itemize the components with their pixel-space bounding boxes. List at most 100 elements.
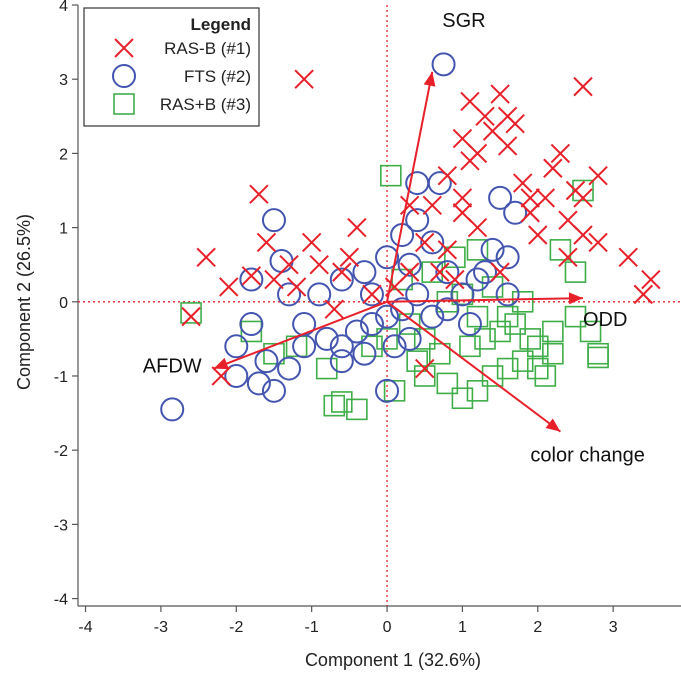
data-point <box>579 320 602 343</box>
loading-arrow-head <box>545 418 561 432</box>
legend-entry: RAS-B (#1) <box>114 38 251 58</box>
data-point <box>329 267 354 292</box>
data-point <box>375 304 400 329</box>
y-tick-label: 0 <box>59 295 68 312</box>
legend-entry: FTS (#2) <box>112 64 251 88</box>
data-point <box>375 378 400 403</box>
legend-entry: RAS+B (#3) <box>113 93 251 115</box>
loading-arrow-head <box>423 71 436 87</box>
data-point <box>224 363 249 388</box>
data-point <box>435 297 460 322</box>
data-point <box>397 252 422 277</box>
x-tick-label: -4 <box>78 619 92 636</box>
data-point <box>573 188 593 208</box>
y-tick-label: 3 <box>59 72 68 89</box>
data-point <box>452 188 473 208</box>
data-point <box>375 245 400 270</box>
data-point <box>315 357 338 380</box>
data-point <box>413 365 436 387</box>
data-point <box>618 247 638 267</box>
data-point <box>573 76 593 97</box>
data-point <box>359 282 384 307</box>
data-point <box>160 397 185 422</box>
data-point <box>496 305 519 328</box>
data-point <box>241 266 262 286</box>
data-point <box>420 230 445 255</box>
loading-afdw: AFDW <box>143 300 388 378</box>
data-point <box>256 232 277 253</box>
data-point <box>347 217 367 238</box>
y-tick-label: -4 <box>54 592 68 609</box>
data-point <box>324 299 344 319</box>
data-point <box>427 171 452 196</box>
data-point <box>301 232 322 253</box>
data-point <box>307 282 332 307</box>
legend-label: RAS+B (#3) <box>160 95 251 114</box>
data-point <box>323 394 346 417</box>
data-point <box>534 365 557 387</box>
x-tick-label: 1 <box>458 619 467 636</box>
data-point <box>339 247 360 267</box>
data-point <box>240 320 263 343</box>
x-axis-label: Component 1 (32.6%) <box>305 650 481 670</box>
data-point <box>505 114 525 134</box>
loading-arrow-line <box>386 300 561 433</box>
data-point <box>451 387 474 410</box>
data-point <box>641 269 661 290</box>
data-point <box>445 269 465 290</box>
data-point <box>435 260 460 285</box>
data-point <box>359 312 384 337</box>
loading-color-change: color change <box>386 300 645 467</box>
x-tick-label: 0 <box>383 619 392 636</box>
data-point <box>422 195 442 216</box>
data-point <box>181 306 201 327</box>
series-x <box>181 69 661 386</box>
data-point <box>329 349 354 374</box>
data-point <box>249 184 269 204</box>
data-point <box>294 69 314 89</box>
loading-sgr: SGR <box>386 10 486 302</box>
loading-arrow-line <box>386 71 434 302</box>
data-point <box>269 248 294 273</box>
data-point <box>564 305 587 328</box>
data-point <box>481 276 504 298</box>
data-point <box>466 380 489 402</box>
legend-box <box>83 7 260 127</box>
data-point <box>633 284 654 305</box>
data-point <box>572 179 594 202</box>
data-point <box>376 328 398 350</box>
data-point <box>488 185 513 210</box>
loading-label: color change <box>530 445 645 467</box>
data-point <box>398 313 421 335</box>
data-point <box>587 346 609 369</box>
y-tick-label: -2 <box>54 443 68 460</box>
data-point <box>239 312 264 337</box>
legend-label: RAS-B (#1) <box>164 39 251 58</box>
data-point <box>564 261 587 283</box>
data-point <box>277 356 302 381</box>
data-point <box>542 342 564 365</box>
data-point <box>450 282 475 307</box>
x-tick-label: 3 <box>609 619 618 636</box>
x-tick-label: -1 <box>305 619 319 636</box>
data-point <box>406 350 428 372</box>
data-point <box>490 262 510 282</box>
data-point <box>415 232 435 253</box>
legend-label: FTS (#2) <box>184 67 251 86</box>
data-point <box>264 269 284 290</box>
data-point <box>352 341 377 366</box>
data-point <box>558 247 578 267</box>
legend: Legend RAS-B (#1) FTS (#2) RAS+B (#3) <box>83 7 260 127</box>
data-point <box>495 282 520 307</box>
data-point <box>332 262 352 282</box>
data-point <box>430 262 450 282</box>
data-point <box>473 260 498 285</box>
loading-arrow-head <box>213 357 229 370</box>
y-tick-label: 1 <box>59 221 68 238</box>
data-point <box>588 165 608 186</box>
data-point <box>436 372 459 395</box>
loading-arrow-line <box>213 300 388 370</box>
data-point <box>421 261 444 283</box>
